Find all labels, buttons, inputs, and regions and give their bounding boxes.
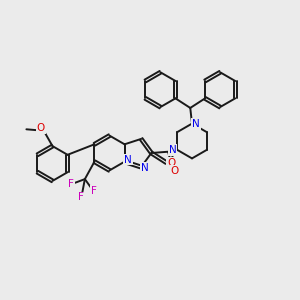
Text: N: N [169, 145, 177, 155]
Text: N: N [141, 163, 148, 173]
Text: F: F [91, 186, 97, 196]
Text: O: O [171, 166, 179, 176]
Text: N: N [124, 154, 132, 165]
Text: F: F [78, 192, 84, 203]
Text: O: O [37, 123, 45, 134]
Text: F: F [68, 179, 74, 189]
Text: N: N [192, 119, 200, 129]
Text: O: O [167, 158, 175, 168]
